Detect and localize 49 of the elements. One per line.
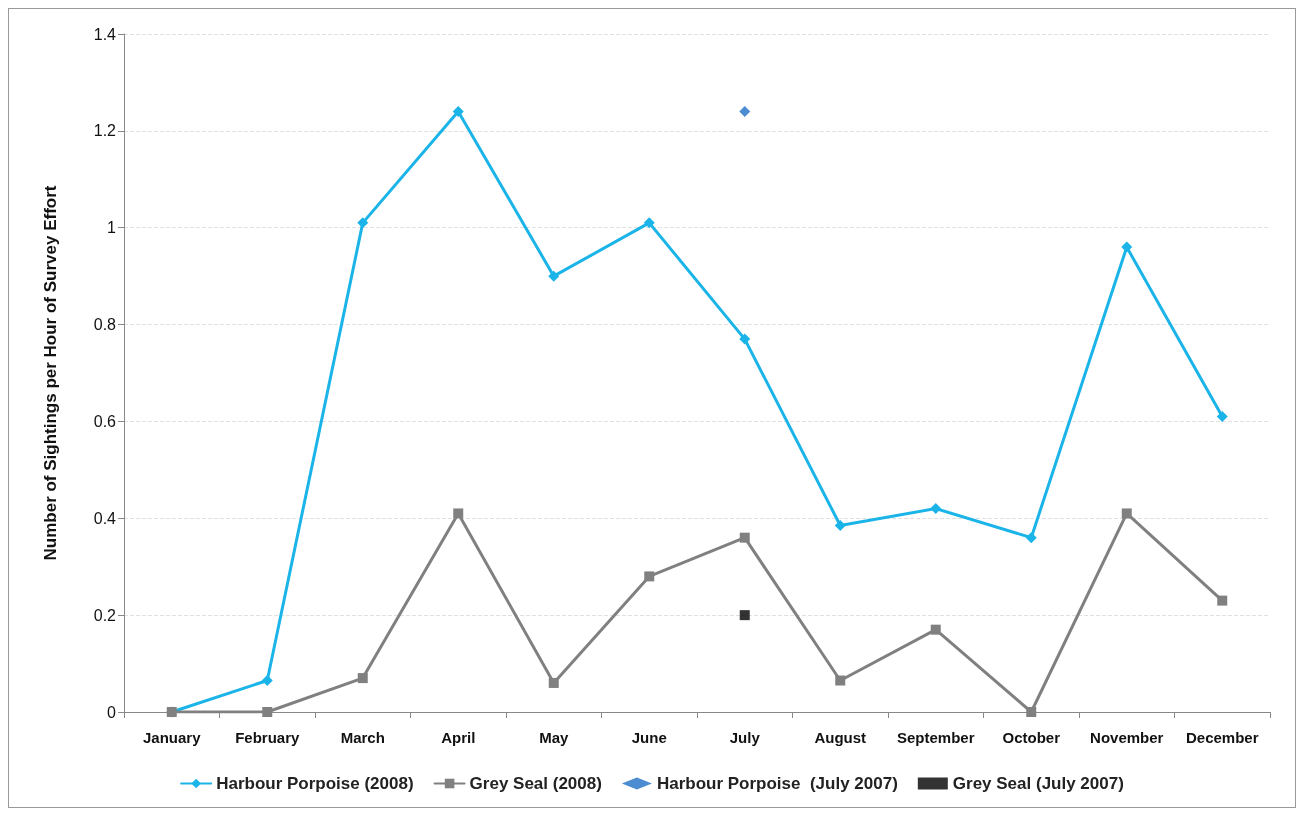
x-tick-label: November xyxy=(1090,729,1164,746)
point xyxy=(644,571,655,582)
legend-label: Harbour Porpoise (2008) xyxy=(216,774,414,793)
point xyxy=(1216,411,1228,423)
x-tick-label: March xyxy=(340,729,385,746)
y-tick-label: 0.6 xyxy=(93,412,117,430)
point xyxy=(453,508,464,519)
point xyxy=(739,532,750,543)
y-tick-label: 0.8 xyxy=(93,316,117,334)
x-tick-label: September xyxy=(896,729,975,746)
legend-label: Grey Seal (2008) xyxy=(469,774,602,793)
y-tick-label: 0 xyxy=(107,703,117,721)
point xyxy=(1121,241,1133,253)
point xyxy=(357,673,368,684)
point xyxy=(930,503,942,515)
x-tick-label: December xyxy=(1185,729,1259,746)
y-axis-title: Number of Sightings per Hour of Survey Effort xyxy=(41,185,60,561)
point xyxy=(1025,532,1037,544)
point xyxy=(357,217,369,229)
point xyxy=(452,105,464,117)
point xyxy=(835,675,846,686)
point xyxy=(548,677,559,688)
x-tick-label: January xyxy=(142,729,202,746)
y-tick-label: 0.2 xyxy=(93,606,117,624)
point xyxy=(1121,508,1132,519)
y-tick-label: 1.2 xyxy=(93,122,117,140)
y-tick-label: 0.4 xyxy=(93,509,117,527)
y-tick-label: 1.4 xyxy=(93,25,117,43)
point xyxy=(739,333,751,345)
legend-label: Harbour Porpoise (July 2007) xyxy=(656,774,898,793)
x-tick-label: May xyxy=(539,729,569,746)
legend-label: Grey Seal (July 2007) xyxy=(952,774,1124,793)
x-tick-label: October xyxy=(1002,729,1061,746)
x-tick-label: August xyxy=(814,729,867,746)
point xyxy=(548,270,560,282)
point xyxy=(834,520,846,532)
point xyxy=(1026,707,1037,717)
point xyxy=(262,707,273,717)
x-tick-label: February xyxy=(235,729,300,746)
point xyxy=(643,217,655,229)
y-tick-label: 1 xyxy=(107,219,117,237)
x-tick-label: April xyxy=(441,729,476,746)
point xyxy=(739,610,750,621)
x-tick-label: June xyxy=(631,729,667,746)
point xyxy=(261,675,273,687)
point xyxy=(739,105,751,117)
point xyxy=(1217,595,1228,606)
x-tick-label: July xyxy=(729,729,761,746)
point xyxy=(930,624,941,635)
